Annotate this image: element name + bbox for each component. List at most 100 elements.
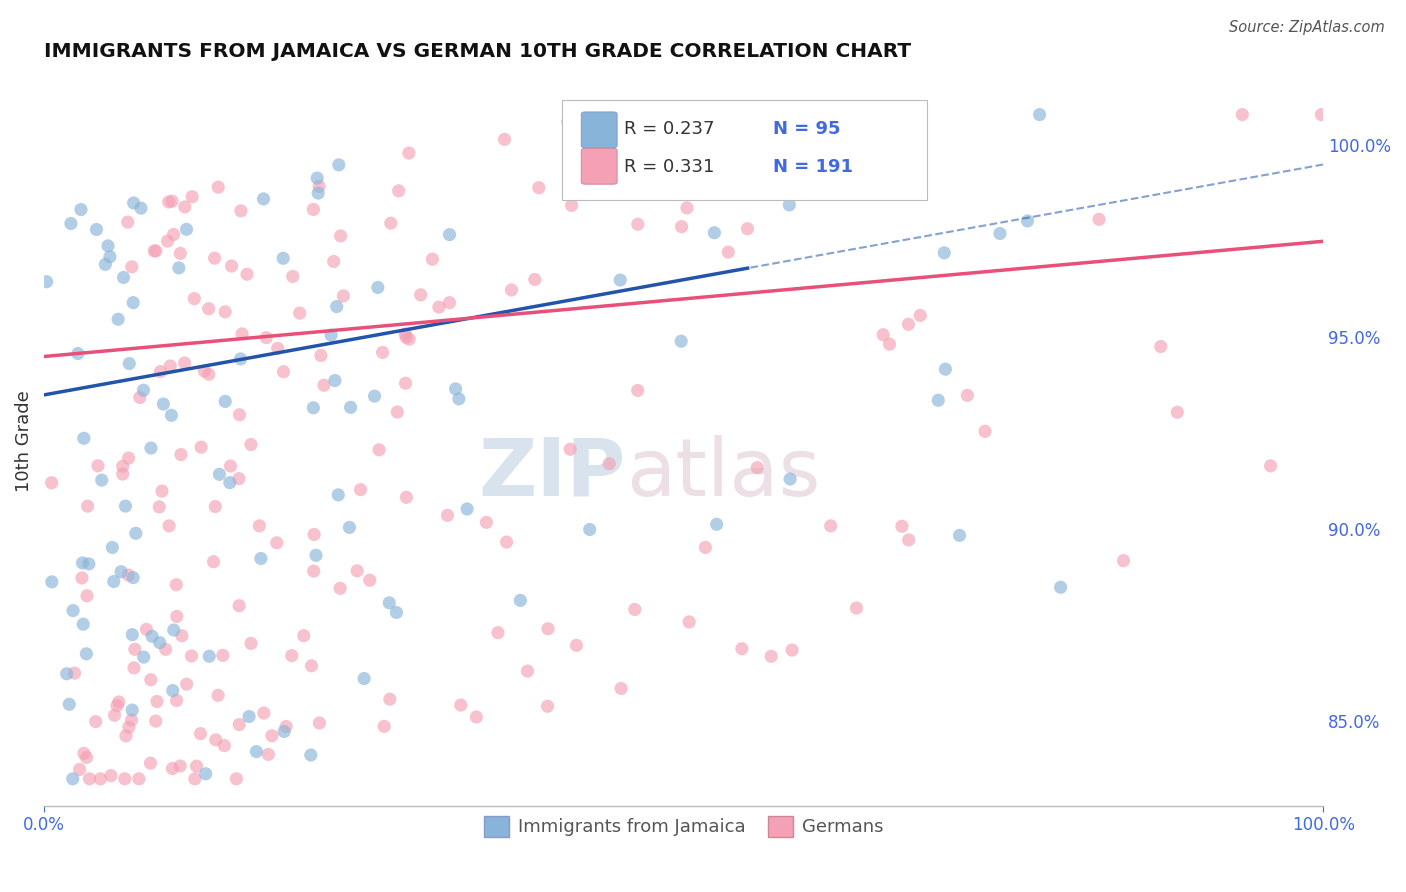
Point bbox=[208, 467, 231, 482]
Point bbox=[146, 694, 169, 708]
Point bbox=[198, 649, 221, 664]
Point bbox=[100, 769, 122, 783]
Point bbox=[1088, 212, 1111, 227]
Point bbox=[465, 710, 488, 724]
Point bbox=[228, 472, 250, 486]
Point bbox=[115, 729, 138, 743]
Point bbox=[1310, 107, 1333, 121]
Point bbox=[186, 759, 208, 773]
Point bbox=[150, 484, 173, 499]
Point bbox=[166, 609, 188, 624]
Point bbox=[908, 309, 931, 323]
Point bbox=[117, 568, 139, 582]
Point bbox=[1166, 405, 1188, 419]
Y-axis label: 10th Grade: 10th Grade bbox=[15, 390, 32, 491]
Point bbox=[167, 260, 190, 275]
Point bbox=[323, 374, 346, 388]
Point bbox=[378, 692, 401, 706]
Point bbox=[76, 499, 98, 513]
Point bbox=[578, 523, 600, 537]
Point bbox=[346, 564, 368, 578]
Point bbox=[114, 772, 136, 786]
Point bbox=[367, 280, 389, 294]
Point bbox=[35, 275, 58, 289]
Point bbox=[444, 382, 467, 396]
Point bbox=[302, 527, 325, 541]
Point bbox=[409, 288, 432, 302]
Point bbox=[198, 368, 221, 382]
Point bbox=[107, 312, 129, 326]
Point bbox=[948, 528, 970, 542]
Point bbox=[73, 747, 96, 761]
Point bbox=[758, 135, 780, 149]
Point bbox=[339, 401, 361, 415]
Point bbox=[271, 252, 294, 266]
Point bbox=[79, 772, 101, 786]
Point bbox=[166, 693, 188, 707]
Point bbox=[162, 227, 184, 242]
Point bbox=[619, 125, 641, 139]
Point bbox=[737, 221, 759, 235]
Point bbox=[110, 565, 132, 579]
Point bbox=[229, 351, 252, 366]
Text: atlas: atlas bbox=[626, 434, 821, 513]
Point bbox=[363, 389, 385, 403]
Point bbox=[281, 648, 304, 663]
Point bbox=[778, 198, 800, 212]
Point bbox=[253, 706, 276, 720]
Point bbox=[747, 460, 769, 475]
Point bbox=[717, 245, 740, 260]
Point bbox=[281, 269, 304, 284]
Point bbox=[307, 171, 329, 186]
Point bbox=[75, 647, 97, 661]
Point bbox=[197, 301, 219, 316]
Point bbox=[780, 643, 803, 657]
Point bbox=[124, 642, 146, 657]
Point bbox=[349, 483, 371, 497]
Point bbox=[395, 330, 418, 344]
Point bbox=[610, 681, 633, 696]
Point bbox=[139, 673, 162, 687]
Point bbox=[1150, 339, 1173, 353]
Point bbox=[820, 519, 842, 533]
Point bbox=[240, 636, 263, 650]
Point bbox=[194, 766, 217, 780]
Point bbox=[398, 146, 420, 161]
Point bbox=[988, 227, 1011, 241]
Point bbox=[872, 327, 894, 342]
Point bbox=[165, 577, 187, 591]
Point bbox=[695, 541, 717, 555]
Point bbox=[89, 772, 111, 786]
Point bbox=[301, 658, 323, 673]
Point bbox=[288, 306, 311, 320]
Point bbox=[62, 603, 84, 617]
Point bbox=[395, 491, 418, 505]
Point bbox=[308, 716, 330, 731]
Point bbox=[260, 729, 283, 743]
Point bbox=[94, 257, 117, 271]
Point bbox=[114, 499, 136, 513]
Point bbox=[157, 519, 180, 533]
Point bbox=[72, 617, 94, 632]
Point bbox=[122, 196, 145, 211]
Point bbox=[627, 384, 650, 398]
Point bbox=[218, 475, 240, 490]
Point bbox=[107, 695, 129, 709]
Point bbox=[731, 641, 754, 656]
Point bbox=[671, 219, 693, 234]
Point bbox=[152, 397, 174, 411]
Point bbox=[221, 259, 243, 273]
Point bbox=[247, 519, 270, 533]
Point bbox=[76, 589, 98, 603]
FancyBboxPatch shape bbox=[562, 100, 927, 200]
Point bbox=[1049, 580, 1071, 594]
Point bbox=[193, 364, 215, 378]
Text: N = 191: N = 191 bbox=[773, 159, 853, 177]
Point bbox=[398, 332, 420, 346]
Point bbox=[703, 226, 725, 240]
Point bbox=[207, 180, 229, 194]
Point bbox=[229, 203, 252, 218]
Point bbox=[254, 331, 277, 345]
Point bbox=[231, 326, 253, 341]
Point bbox=[125, 526, 148, 541]
